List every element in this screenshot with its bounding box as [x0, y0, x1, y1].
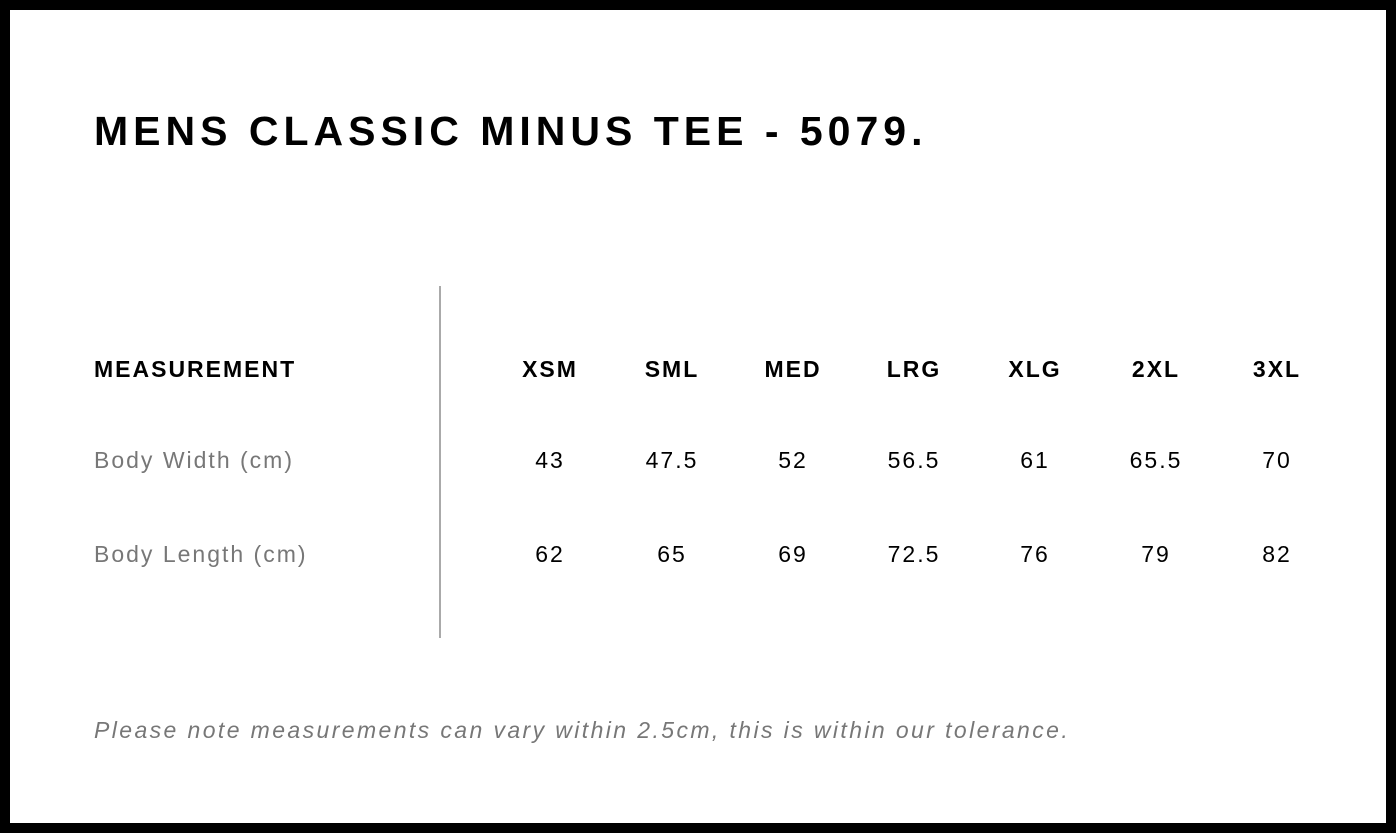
table-cell: 79: [1141, 541, 1171, 567]
table-cell: 52: [778, 447, 808, 473]
table-cell: 62: [535, 541, 565, 567]
table-cell: 82: [1262, 541, 1292, 567]
size-header: SML: [644, 356, 700, 382]
size-header: 2XL: [1131, 356, 1181, 382]
table-cell: 61: [1020, 447, 1050, 473]
size-header: XSM: [522, 356, 578, 382]
row-label-body-width: Body Width (cm): [94, 447, 294, 473]
table-cell: 72.5: [887, 541, 941, 567]
size-header: 3XL: [1252, 356, 1302, 382]
table-cell: 56.5: [887, 447, 941, 473]
table-cell: 65.5: [1129, 447, 1183, 473]
column-divider: [439, 286, 441, 638]
table-cell: 76: [1020, 541, 1050, 567]
table-cell: 70: [1262, 447, 1292, 473]
measurement-header: MEASUREMENT: [94, 356, 297, 382]
size-chart-card: MENS CLASSIC MINUS TEE - 5079. MEASUREME…: [10, 10, 1386, 823]
row-label-body-length: Body Length (cm): [94, 541, 308, 567]
table-cell: 65: [657, 541, 687, 567]
size-header: MED: [764, 356, 822, 382]
page-title: MENS CLASSIC MINUS TEE - 5079.: [94, 108, 928, 154]
tolerance-note: Please note measurements can vary within…: [94, 717, 1071, 743]
table-cell: 43: [535, 447, 565, 473]
table-cell: 47.5: [645, 447, 699, 473]
table-cell: 69: [778, 541, 808, 567]
size-header: LRG: [886, 356, 942, 382]
size-header: XLG: [1008, 356, 1062, 382]
